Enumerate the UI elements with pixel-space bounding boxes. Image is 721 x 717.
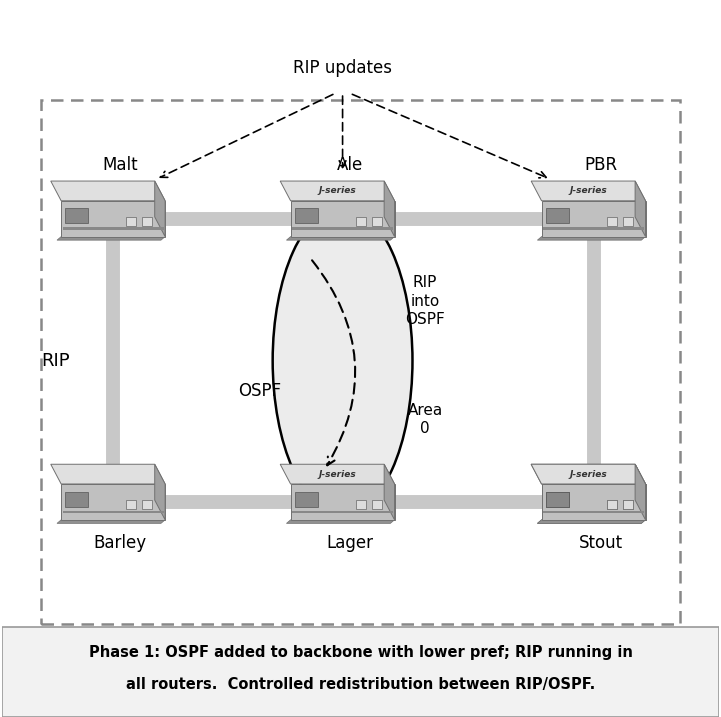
Text: RIP: RIP xyxy=(41,351,70,370)
Polygon shape xyxy=(384,465,394,520)
Polygon shape xyxy=(356,500,366,509)
Polygon shape xyxy=(126,217,136,226)
Text: Ale: Ale xyxy=(337,156,363,174)
Polygon shape xyxy=(63,511,164,513)
Polygon shape xyxy=(292,511,393,513)
Text: RIP
into
OSPF: RIP into OSPF xyxy=(405,275,445,327)
Polygon shape xyxy=(63,227,164,230)
Polygon shape xyxy=(292,227,393,230)
Polygon shape xyxy=(541,484,645,520)
Polygon shape xyxy=(286,237,394,240)
Text: all routers.  Controlled redistribution between RIP/OSPF.: all routers. Controlled redistribution b… xyxy=(126,678,595,692)
Polygon shape xyxy=(280,181,394,201)
Polygon shape xyxy=(541,201,645,237)
Polygon shape xyxy=(142,217,152,226)
Text: OSPF: OSPF xyxy=(239,381,282,400)
Polygon shape xyxy=(531,465,645,484)
Polygon shape xyxy=(531,465,645,484)
Polygon shape xyxy=(371,500,381,509)
Polygon shape xyxy=(50,465,165,484)
Polygon shape xyxy=(531,181,645,201)
Text: Malt: Malt xyxy=(102,156,138,174)
Polygon shape xyxy=(155,181,165,237)
Polygon shape xyxy=(384,181,394,237)
Polygon shape xyxy=(57,520,165,523)
Text: J-series: J-series xyxy=(319,186,356,196)
Polygon shape xyxy=(142,500,152,509)
Text: Stout: Stout xyxy=(579,534,623,553)
Text: Lager: Lager xyxy=(326,534,373,553)
Polygon shape xyxy=(635,465,645,520)
Text: J-series: J-series xyxy=(570,186,607,196)
Text: Phase 1: OSPF added to backbone with lower pref; RIP running in: Phase 1: OSPF added to backbone with low… xyxy=(89,645,632,660)
Polygon shape xyxy=(607,500,617,509)
Polygon shape xyxy=(66,492,89,506)
Polygon shape xyxy=(537,237,645,240)
Polygon shape xyxy=(291,201,394,237)
Text: PBR: PBR xyxy=(584,156,617,174)
Polygon shape xyxy=(295,492,318,506)
Polygon shape xyxy=(543,227,644,230)
Polygon shape xyxy=(126,500,136,509)
Polygon shape xyxy=(622,500,632,509)
Polygon shape xyxy=(543,511,644,513)
Polygon shape xyxy=(546,492,569,506)
Polygon shape xyxy=(286,520,394,523)
FancyBboxPatch shape xyxy=(2,627,719,717)
FancyBboxPatch shape xyxy=(41,100,680,624)
Polygon shape xyxy=(537,520,645,523)
Polygon shape xyxy=(57,237,165,240)
Polygon shape xyxy=(537,520,645,523)
Polygon shape xyxy=(546,209,569,224)
Polygon shape xyxy=(61,484,165,520)
Text: Barley: Barley xyxy=(94,534,147,553)
Text: J-series: J-series xyxy=(319,470,356,479)
Polygon shape xyxy=(635,465,645,520)
Polygon shape xyxy=(607,500,617,509)
Polygon shape xyxy=(61,201,165,237)
Polygon shape xyxy=(280,465,394,484)
Text: RIP updates: RIP updates xyxy=(293,59,392,77)
Polygon shape xyxy=(543,511,644,513)
Polygon shape xyxy=(546,492,569,506)
Polygon shape xyxy=(295,209,318,224)
Polygon shape xyxy=(607,217,617,226)
Polygon shape xyxy=(635,181,645,237)
Polygon shape xyxy=(66,209,89,224)
Polygon shape xyxy=(291,484,394,520)
Text: J-series: J-series xyxy=(570,470,607,479)
Polygon shape xyxy=(371,217,381,226)
Text: Area
0: Area 0 xyxy=(407,403,443,436)
Polygon shape xyxy=(155,465,165,520)
Polygon shape xyxy=(622,217,632,226)
Polygon shape xyxy=(541,484,645,520)
Ellipse shape xyxy=(273,206,412,515)
Polygon shape xyxy=(50,181,165,201)
Polygon shape xyxy=(356,217,366,226)
Polygon shape xyxy=(622,500,632,509)
